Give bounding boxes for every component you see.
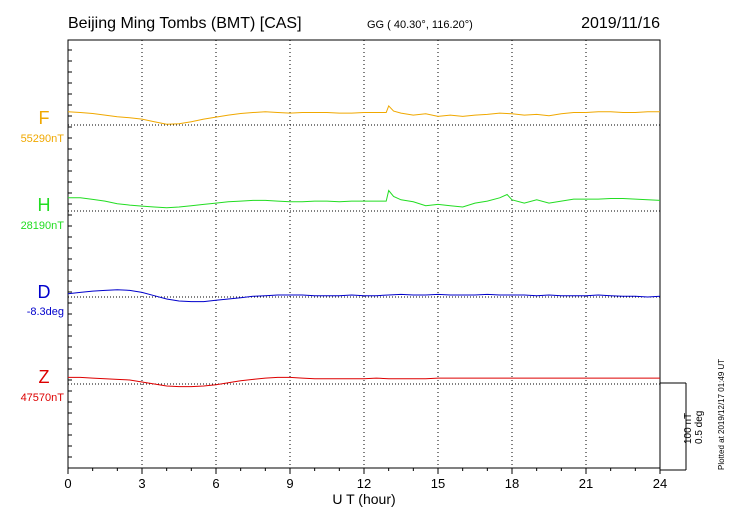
series-name-f: F: [39, 108, 50, 128]
x-tick-label: 12: [357, 476, 371, 491]
chart-date: 2019/11/16: [581, 15, 660, 32]
series-name-h: H: [38, 195, 51, 215]
x-tick-label: 3: [138, 476, 145, 491]
left-ticks: [68, 49, 72, 458]
baseline-value-d: -8.3deg: [27, 306, 64, 318]
x-tick-label: 21: [579, 476, 593, 491]
x-tick-label: 24: [653, 476, 667, 491]
baseline-value-z: 47570nT: [21, 392, 65, 404]
scale-deg-label: 0.5 deg: [694, 411, 705, 444]
series-name-z: Z: [39, 367, 50, 387]
series-name-d: D: [38, 282, 51, 302]
series-line-d: [67, 289, 661, 303]
x-tick-label: 0: [64, 476, 71, 491]
series-group: F 55290nT H 28190nT D -8.3deg Z 47570nT: [21, 104, 661, 404]
x-tick-label: 6: [212, 476, 219, 491]
scale-nt-label: 100 nT: [683, 413, 694, 444]
vertical-grid: [141, 40, 587, 468]
baseline-value-f: 55290nT: [21, 133, 65, 145]
chart-title: Beijing Ming Tombs (BMT) [CAS]: [68, 15, 302, 32]
station-coords: GG ( 40.30°, 116.20°): [367, 19, 473, 31]
series-line-z: [68, 376, 660, 388]
x-tick-label: 18: [505, 476, 519, 491]
x-axis-label: U T (hour): [332, 491, 395, 507]
series-line-f: [67, 104, 660, 125]
scale-bar: 100 nT 0.5 deg: [660, 382, 705, 471]
x-tick-label: 15: [431, 476, 445, 491]
baseline-value-h: 28190nT: [21, 220, 65, 232]
x-tick-label: 9: [286, 476, 293, 491]
series-line-h: [68, 189, 661, 209]
x-axis-ticks: 0 3 6 9 12 15 18 21 24: [64, 468, 667, 491]
plotted-timestamp: Plotted at 2019/12/17 01:49 UT: [717, 359, 726, 470]
